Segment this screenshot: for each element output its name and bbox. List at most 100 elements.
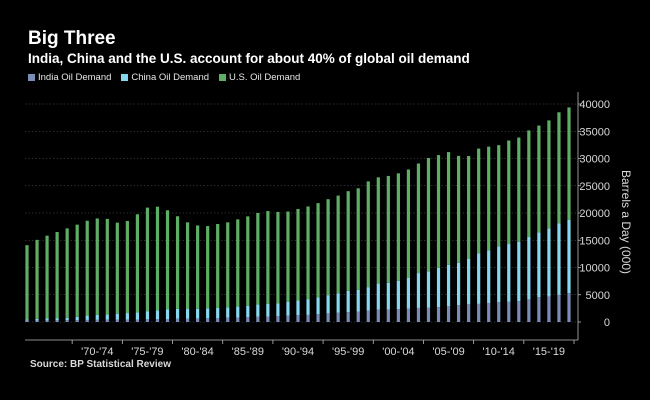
bar-china-oil-demand2019 bbox=[567, 219, 571, 294]
bar-u-s-oil-demand1982 bbox=[196, 225, 200, 309]
bar-u-s-oil-demand1968 bbox=[55, 232, 59, 319]
bar-india-oil-demand1966 bbox=[35, 320, 39, 322]
bar-china-oil-demand1975 bbox=[125, 313, 129, 320]
bar-china-oil-demand1977 bbox=[145, 311, 150, 320]
bar-india-oil-demand1990 bbox=[276, 316, 280, 322]
bar-india-oil-demand2016 bbox=[537, 297, 541, 322]
bar-u-s-oil-demand1986 bbox=[236, 219, 240, 307]
bar-u-s-oil-demand2019 bbox=[567, 107, 571, 220]
bar-india-oil-demand1981 bbox=[185, 318, 190, 322]
chart-title: Big Three bbox=[28, 28, 116, 49]
bar-china-oil-demand1997 bbox=[346, 290, 350, 313]
bar-china-oil-demand1987 bbox=[246, 305, 250, 318]
bar-china-oil-demand2017 bbox=[547, 228, 551, 297]
bar-india-oil-demand1973 bbox=[105, 319, 109, 322]
x-tick-label-0: '70-'74 bbox=[81, 346, 113, 358]
bar-china-oil-demand1969 bbox=[65, 317, 69, 321]
x-tick-label-2: '80-'84 bbox=[181, 346, 213, 358]
bar-china-oil-demand1986 bbox=[236, 306, 240, 318]
bar-china-oil-demand1972 bbox=[95, 314, 99, 320]
bar-u-s-oil-demand1997 bbox=[346, 191, 350, 291]
bar-u-s-oil-demand1967 bbox=[45, 235, 49, 319]
x-tick-label-6: '00-'04 bbox=[382, 346, 414, 358]
bar-india-oil-demand1983 bbox=[206, 318, 210, 322]
y-tick-label-5000: 5000 bbox=[586, 290, 610, 302]
bar-china-oil-demand2001 bbox=[386, 282, 390, 310]
bar-india-oil-demand1992 bbox=[296, 315, 300, 322]
bar-u-s-oil-demand1996 bbox=[336, 195, 340, 294]
bar-india-oil-demand1984 bbox=[216, 318, 220, 322]
bar-india-oil-demand1977 bbox=[145, 319, 150, 322]
bar-india-oil-demand2015 bbox=[527, 299, 531, 322]
x-tick-label-8: '10-'14 bbox=[483, 346, 515, 358]
bar-china-oil-demand1985 bbox=[226, 307, 230, 318]
bar-india-oil-demand1989 bbox=[266, 316, 270, 322]
bar-china-oil-demand1990 bbox=[276, 303, 280, 316]
bar-china-oil-demand1974 bbox=[115, 313, 119, 320]
bar-u-s-oil-demand1992 bbox=[296, 208, 300, 301]
legend-swatch-india bbox=[28, 74, 35, 81]
x-tick-labels: '70-'74 '75-'79 '80-'84 '85-'89 '90-'94 '95-'… bbox=[81, 346, 565, 358]
source-note: Source: BP Statistical Review bbox=[30, 359, 171, 370]
bar-u-s-oil-demand1990 bbox=[276, 211, 280, 304]
bar-india-oil-demand2010 bbox=[477, 303, 481, 322]
bar-u-s-oil-demand2011 bbox=[487, 146, 491, 251]
bar-india-oil-demand2008 bbox=[456, 305, 461, 322]
bar-u-s-oil-demand1969 bbox=[65, 228, 69, 318]
bar-india-oil-demand1970 bbox=[75, 320, 79, 322]
legend-item-us: U.S. Oil Demand bbox=[219, 72, 300, 83]
bar-china-oil-demand2007 bbox=[446, 264, 451, 307]
bar-u-s-oil-demand1973 bbox=[105, 218, 109, 315]
bar-china-oil-demand1989 bbox=[266, 303, 270, 317]
bar-china-oil-demand1993 bbox=[306, 299, 310, 315]
bar-india-oil-demand2003 bbox=[406, 308, 411, 322]
bar-u-s-oil-demand2006 bbox=[436, 155, 441, 268]
bar-india-oil-demand2001 bbox=[386, 309, 390, 322]
bar-u-s-oil-demand1976 bbox=[135, 214, 140, 313]
bar-u-s-oil-demand1985 bbox=[226, 222, 230, 308]
bar-u-s-oil-demand2015 bbox=[527, 130, 531, 237]
bar-china-oil-demand2005 bbox=[426, 271, 431, 308]
y-tick-labels: 0 5000 10000 15000 20000 25000 30000 35000 40000 bbox=[579, 99, 610, 329]
bar-china-oil-demand1970 bbox=[75, 316, 79, 321]
bar-china-oil-demand2003 bbox=[406, 277, 411, 309]
bar-india-oil-demand2013 bbox=[507, 301, 511, 322]
bar-u-s-oil-demand2005 bbox=[426, 157, 431, 272]
bar-china-oil-demand1973 bbox=[105, 314, 109, 320]
bar-india-oil-demand2014 bbox=[517, 301, 521, 322]
bar-india-oil-demand1967 bbox=[45, 320, 49, 322]
y-tick-label-30000: 30000 bbox=[579, 154, 610, 166]
bar-china-oil-demand1988 bbox=[256, 304, 260, 317]
bar-india-oil-demand1999 bbox=[366, 310, 370, 322]
bar-india-oil-demand1997 bbox=[346, 312, 350, 322]
bar-u-s-oil-demand1978 bbox=[155, 206, 160, 311]
legend: India Oil Demand China Oil Demand U.S. O… bbox=[28, 72, 300, 83]
bar-u-s-oil-demand2001 bbox=[386, 175, 390, 283]
bar-india-oil-demand2009 bbox=[467, 304, 471, 322]
axes bbox=[25, 92, 581, 344]
bar-u-s-oil-demand1966 bbox=[35, 239, 39, 319]
bar-india-oil-demand1988 bbox=[256, 316, 260, 322]
bar-u-s-oil-demand1999 bbox=[366, 181, 370, 288]
bar-china-oil-demand2002 bbox=[396, 280, 400, 310]
bar-u-s-oil-demand2012 bbox=[497, 145, 501, 247]
bar-india-oil-demand2007 bbox=[446, 306, 451, 322]
bar-india-oil-demand1974 bbox=[115, 319, 119, 322]
y-axis-label: Barrels a Day (000) bbox=[619, 170, 633, 274]
bar-u-s-oil-demand1991 bbox=[286, 211, 290, 302]
bar-china-oil-demand1978 bbox=[155, 310, 160, 320]
bar-u-s-oil-demand2010 bbox=[477, 148, 481, 254]
bar-china-oil-demand2004 bbox=[416, 273, 421, 308]
x-tick-label-4: '90-'94 bbox=[282, 346, 314, 358]
bar-india-oil-demand1998 bbox=[356, 311, 360, 322]
bar-china-oil-demand1999 bbox=[366, 287, 370, 311]
y-tick-label-25000: 25000 bbox=[579, 181, 610, 193]
y-tick-label-35000: 35000 bbox=[579, 126, 610, 138]
bar-china-oil-demand1971 bbox=[85, 315, 89, 320]
bar-u-s-oil-demand1980 bbox=[175, 216, 180, 309]
bar-u-s-oil-demand1974 bbox=[115, 222, 119, 314]
bar-china-oil-demand1979 bbox=[165, 309, 170, 319]
bar-india-oil-demand2018 bbox=[557, 294, 561, 322]
bar-india-oil-demand2006 bbox=[436, 307, 441, 322]
